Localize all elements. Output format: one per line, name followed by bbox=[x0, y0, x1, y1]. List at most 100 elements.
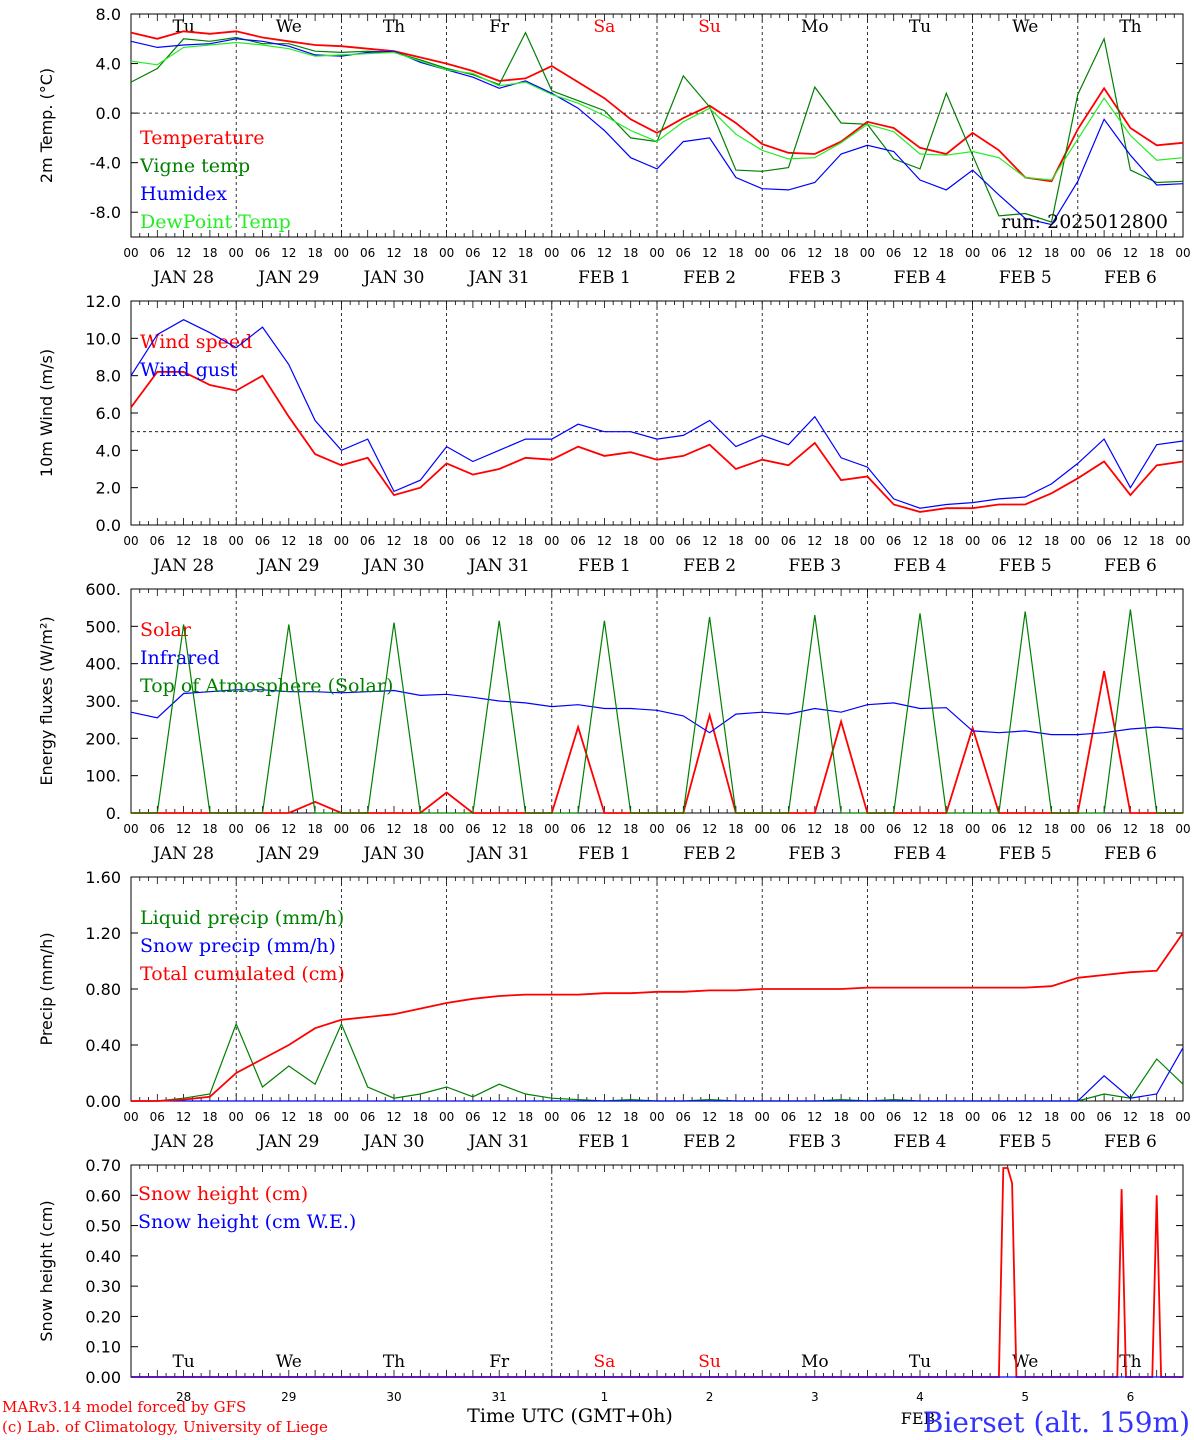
date-label: JAN 28 bbox=[151, 268, 214, 288]
legend-entry: Wind speed bbox=[140, 331, 252, 353]
series-line-3 bbox=[131, 609, 1183, 814]
hour-tick-label: 06 bbox=[360, 534, 375, 548]
hour-tick-label: 06 bbox=[570, 822, 585, 836]
y-tick-label: 200. bbox=[85, 729, 121, 748]
hour-tick-label: 18 bbox=[202, 822, 217, 836]
hour-tick-label: 18 bbox=[1044, 246, 1059, 260]
hour-tick-label: 06 bbox=[886, 822, 901, 836]
hour-tick-label: 12 bbox=[597, 246, 612, 260]
hour-tick-label: 06 bbox=[465, 1110, 480, 1124]
y-tick-label: 0. bbox=[106, 804, 121, 823]
weekday-label: Tu bbox=[909, 1352, 931, 1372]
hour-tick-label: 18 bbox=[518, 246, 533, 260]
date-label: FEB 4 bbox=[894, 1132, 947, 1152]
hour-tick-label: 12 bbox=[492, 822, 507, 836]
hour-tick-label: 18 bbox=[202, 246, 217, 260]
bottom-month-label: FEB bbox=[901, 1409, 936, 1428]
hour-tick-label: 18 bbox=[1149, 1110, 1164, 1124]
hour-tick-label: 00 bbox=[649, 822, 664, 836]
date-label: JAN 28 bbox=[151, 556, 214, 576]
y-tick-label: 2.0 bbox=[96, 479, 121, 498]
hour-tick-label: 18 bbox=[623, 1110, 638, 1124]
date-label: JAN 29 bbox=[256, 1132, 319, 1152]
hour-tick-label: 06 bbox=[255, 822, 270, 836]
hour-tick-label: 18 bbox=[518, 534, 533, 548]
weekday-label: Su bbox=[698, 17, 721, 37]
date-label: FEB 1 bbox=[578, 1132, 631, 1152]
hour-tick-label: 00 bbox=[123, 822, 138, 836]
hour-tick-label: 12 bbox=[702, 246, 717, 260]
hour-tick-label: 12 bbox=[281, 534, 296, 548]
hour-tick-label: 12 bbox=[702, 822, 717, 836]
y-tick-label: 0.10 bbox=[85, 1338, 121, 1357]
hour-tick-label: 00 bbox=[1175, 534, 1190, 548]
legend-entry: Liquid precip (mm/h) bbox=[140, 907, 344, 929]
weekday-label: Mo bbox=[801, 17, 829, 37]
hour-tick-label: 00 bbox=[229, 1110, 244, 1124]
date-label: JAN 31 bbox=[467, 844, 530, 864]
hour-tick-label: 06 bbox=[886, 1110, 901, 1124]
hour-tick-label: 00 bbox=[860, 534, 875, 548]
hour-tick-label: 12 bbox=[176, 1110, 191, 1124]
hour-tick-label: 12 bbox=[807, 534, 822, 548]
series-line-3 bbox=[130, 38, 1184, 226]
hour-tick-label: 06 bbox=[676, 246, 691, 260]
series-line-2 bbox=[131, 1047, 1184, 1102]
day-number-label: 28 bbox=[176, 1390, 191, 1404]
hour-tick-label: 06 bbox=[150, 534, 165, 548]
y-tick-label: 0.60 bbox=[85, 1186, 121, 1205]
hour-tick-label: 12 bbox=[912, 246, 927, 260]
day-number-label: 29 bbox=[281, 1390, 296, 1404]
hour-tick-label: 12 bbox=[1123, 534, 1138, 548]
hour-tick-label: 00 bbox=[439, 1110, 454, 1124]
y-tick-label: 0.80 bbox=[85, 980, 121, 999]
legend-entry: Wind gust bbox=[140, 359, 238, 381]
hour-tick-label: 18 bbox=[939, 534, 954, 548]
date-label: FEB 3 bbox=[788, 268, 841, 288]
hour-tick-label: 18 bbox=[307, 822, 322, 836]
hour-tick-label: 06 bbox=[150, 822, 165, 836]
hour-tick-label: 12 bbox=[1123, 822, 1138, 836]
run-label: run: 2025012800 bbox=[1001, 211, 1168, 233]
y-tick-label: 0.30 bbox=[85, 1277, 121, 1296]
date-label: JAN 29 bbox=[256, 268, 319, 288]
date-label: FEB 5 bbox=[999, 556, 1052, 576]
y-tick-label: 300. bbox=[85, 692, 121, 711]
hour-tick-label: 12 bbox=[386, 822, 401, 836]
hour-tick-label: 00 bbox=[229, 822, 244, 836]
day-number-label: 31 bbox=[492, 1390, 507, 1404]
y-tick-label: -4.0 bbox=[90, 154, 121, 173]
date-label: JAN 30 bbox=[361, 1132, 424, 1152]
hour-tick-label: 06 bbox=[570, 534, 585, 548]
hour-tick-label: 12 bbox=[386, 246, 401, 260]
hour-tick-label: 06 bbox=[991, 822, 1006, 836]
date-label: FEB 3 bbox=[788, 844, 841, 864]
hour-tick-label: 06 bbox=[676, 822, 691, 836]
hour-tick-label: 06 bbox=[1096, 534, 1111, 548]
hour-tick-label: 18 bbox=[939, 822, 954, 836]
hour-tick-label: 06 bbox=[570, 246, 585, 260]
hour-tick-label: 12 bbox=[176, 534, 191, 548]
legend-entry: Solar bbox=[140, 619, 192, 641]
weekday-label: Th bbox=[383, 1352, 405, 1372]
hour-tick-label: 12 bbox=[492, 1110, 507, 1124]
day-number-label: 1 bbox=[601, 1390, 609, 1404]
y-tick-label: 0.70 bbox=[85, 1156, 121, 1175]
weekday-label: Su bbox=[698, 1352, 721, 1372]
hour-tick-label: 00 bbox=[1070, 1110, 1085, 1124]
hour-tick-label: 12 bbox=[281, 822, 296, 836]
hour-tick-label: 00 bbox=[1175, 822, 1190, 836]
hour-tick-label: 18 bbox=[1149, 534, 1164, 548]
date-label: JAN 31 bbox=[467, 1132, 530, 1152]
date-label: JAN 30 bbox=[361, 556, 424, 576]
date-label: FEB 6 bbox=[1104, 556, 1157, 576]
day-number-label: 4 bbox=[916, 1390, 924, 1404]
hour-tick-label: 18 bbox=[202, 534, 217, 548]
date-label: FEB 3 bbox=[788, 1132, 841, 1152]
hour-tick-label: 18 bbox=[623, 822, 638, 836]
hour-tick-label: 18 bbox=[833, 1110, 848, 1124]
y-tick-label: 0.40 bbox=[85, 1247, 121, 1266]
hour-tick-label: 18 bbox=[1149, 822, 1164, 836]
